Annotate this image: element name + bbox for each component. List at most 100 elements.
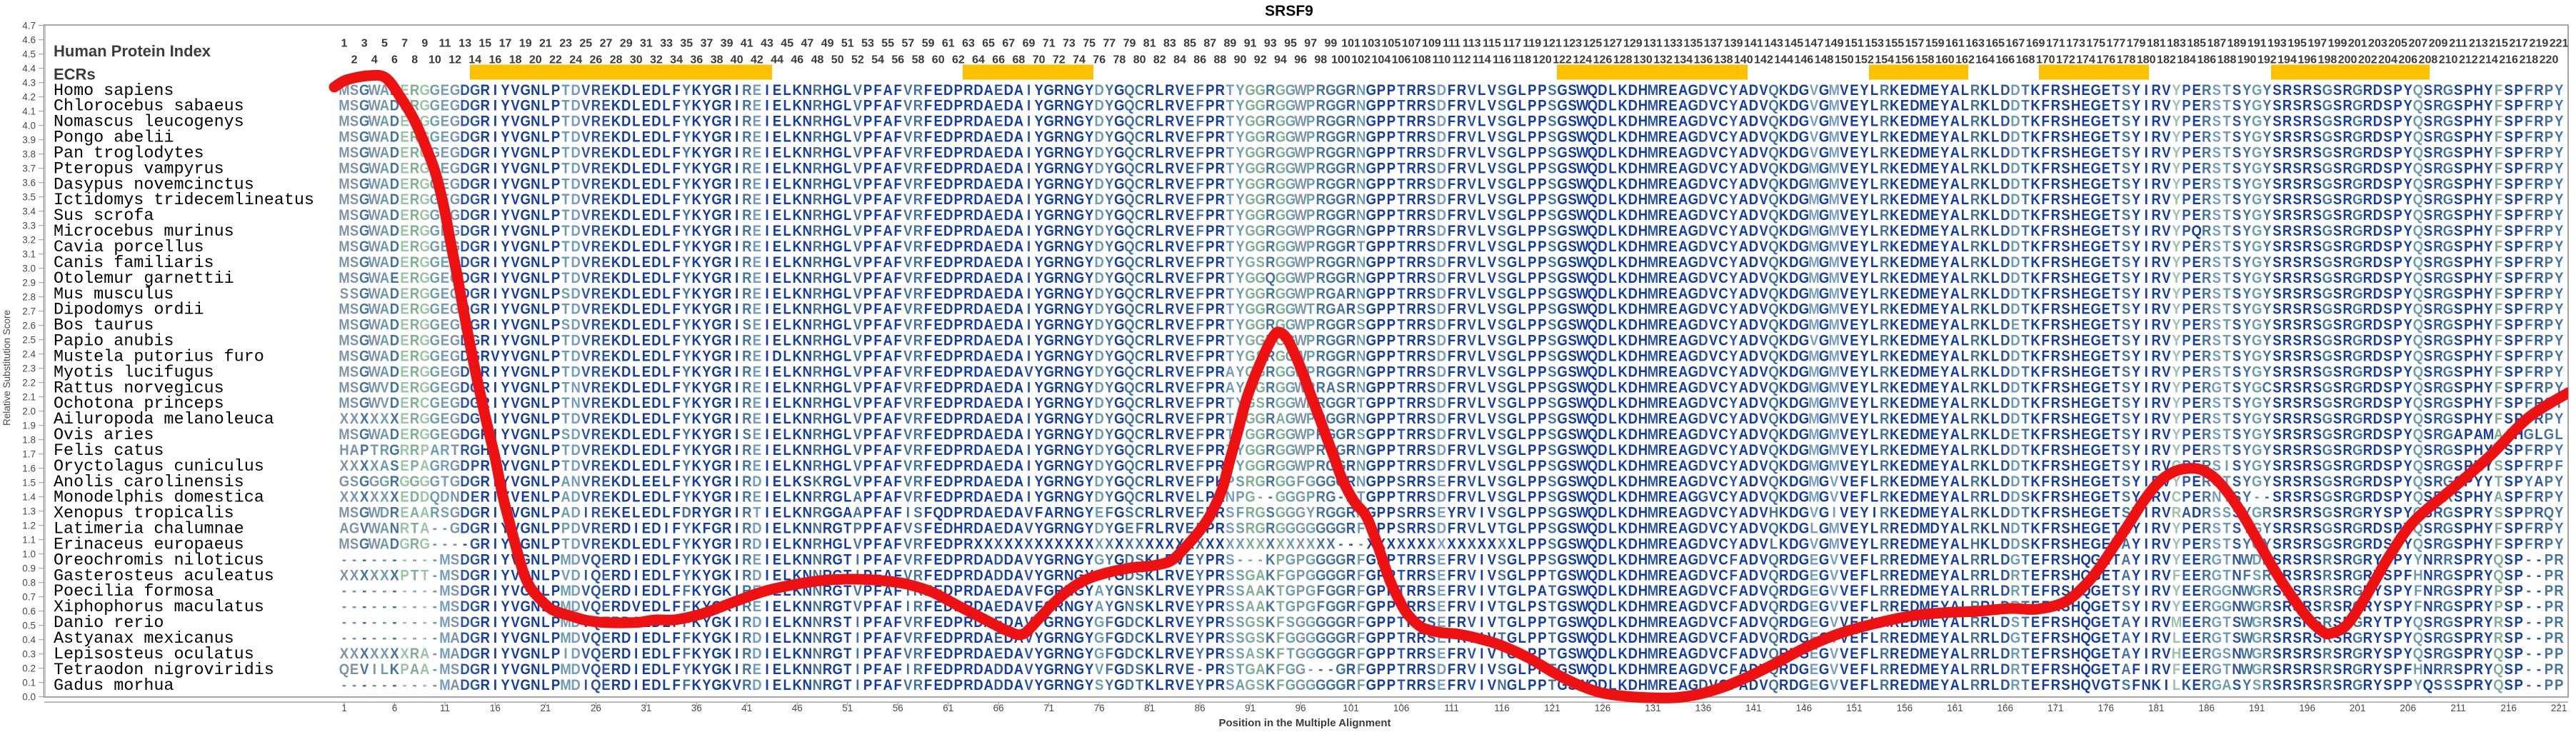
- svg-text:141: 141: [1745, 703, 1762, 713]
- svg-text:199: 199: [2328, 38, 2347, 50]
- svg-text:75: 75: [1083, 38, 1096, 50]
- svg-text:----------MSDGRIYVGNLPMDVQERDI: -- - - - - - - - - MSDGRIYVGNLPMDVQERDIEDLF FKYGKI…: [342, 583, 2564, 600]
- svg-text:4: 4: [371, 54, 378, 66]
- svg-text:36: 36: [691, 54, 703, 66]
- svg-text:180: 180: [2137, 54, 2156, 66]
- svg-text:Nomascus leucogenys: Nomascus leucogenys: [54, 114, 244, 132]
- svg-text:214: 214: [2479, 54, 2498, 66]
- svg-text:AGVWANRTA--GDGRIYVGNLPPDVRERDI: AGVWANRTA - - GDGRIYVGNLPPDVRERDIEDIF YKFGRI…: [339, 520, 2564, 537]
- svg-text:3.8: 3.8: [22, 149, 36, 160]
- svg-text:127: 127: [1603, 38, 1623, 50]
- svg-text:145: 145: [1784, 38, 1803, 50]
- svg-text:60: 60: [932, 54, 945, 66]
- svg-text:191: 191: [2247, 38, 2267, 50]
- svg-text:4.4: 4.4: [22, 64, 36, 74]
- svg-text:90: 90: [1234, 54, 1247, 66]
- svg-text:Mustela putorius furo: Mustela putorius furo: [54, 348, 264, 366]
- svg-text:111: 111: [1443, 38, 1460, 50]
- svg-text:2.1: 2.1: [22, 392, 36, 403]
- svg-text:31: 31: [640, 38, 653, 50]
- svg-text:167: 167: [2006, 38, 2025, 50]
- svg-text:178: 178: [2117, 54, 2136, 66]
- svg-text:202: 202: [2358, 54, 2377, 66]
- svg-text:157: 157: [1905, 38, 1925, 50]
- svg-text:4.6: 4.6: [22, 35, 36, 46]
- svg-text:Position in the Multiple Align: Position in the Multiple Alignment: [1218, 717, 1390, 729]
- svg-text:24: 24: [569, 54, 582, 66]
- svg-text:173: 173: [2066, 38, 2085, 50]
- svg-text:10: 10: [429, 54, 441, 66]
- svg-text:136: 136: [1694, 54, 1713, 66]
- svg-text:77: 77: [1103, 38, 1116, 50]
- svg-text:Sus scrofa: Sus scrofa: [54, 207, 154, 226]
- svg-text:160: 160: [1935, 54, 1955, 66]
- svg-text:194: 194: [2277, 54, 2297, 66]
- svg-text:190: 190: [2237, 54, 2257, 66]
- svg-text:2.5: 2.5: [22, 335, 36, 346]
- svg-text:85: 85: [1183, 38, 1196, 50]
- svg-text:Xiphophorus maculatus: Xiphophorus maculatus: [54, 598, 264, 617]
- svg-text:72: 72: [1053, 54, 1066, 66]
- svg-text:0.7: 0.7: [22, 592, 36, 603]
- svg-text:0.9: 0.9: [22, 563, 36, 574]
- svg-text:200: 200: [2338, 54, 2357, 66]
- svg-text:169: 169: [2026, 38, 2045, 50]
- svg-text:134: 134: [1673, 54, 1693, 66]
- svg-text:91: 91: [1245, 703, 1256, 713]
- svg-text:41: 41: [741, 38, 753, 50]
- svg-text:Papio anubis: Papio anubis: [54, 333, 174, 351]
- svg-text:11: 11: [439, 38, 451, 50]
- svg-text:96: 96: [1294, 54, 1307, 66]
- svg-text:216: 216: [2499, 54, 2518, 66]
- svg-text:29: 29: [620, 38, 633, 50]
- svg-text:2.4: 2.4: [22, 349, 36, 360]
- svg-text:0.1: 0.1: [22, 678, 36, 688]
- svg-text:139: 139: [1724, 38, 1743, 50]
- svg-text:101: 101: [1341, 38, 1360, 50]
- svg-text:93: 93: [1264, 38, 1277, 50]
- svg-text:66: 66: [993, 703, 1004, 713]
- svg-text:163: 163: [1965, 38, 1985, 50]
- svg-text:112: 112: [1453, 54, 1471, 66]
- svg-text:1.3: 1.3: [22, 506, 36, 517]
- svg-text:19: 19: [519, 38, 532, 50]
- svg-text:55: 55: [881, 38, 894, 50]
- svg-text:3.1: 3.1: [22, 249, 36, 260]
- svg-text:4.5: 4.5: [22, 49, 36, 60]
- svg-text:26: 26: [590, 54, 603, 66]
- svg-text:9: 9: [421, 38, 428, 50]
- svg-text:Homo sapiens: Homo sapiens: [54, 82, 174, 101]
- svg-text:16: 16: [490, 703, 501, 713]
- svg-text:123: 123: [1563, 38, 1582, 50]
- svg-text:67: 67: [1002, 38, 1015, 50]
- svg-text:121: 121: [1544, 703, 1560, 713]
- svg-text:148: 148: [1815, 54, 1834, 66]
- svg-text:61: 61: [942, 38, 955, 50]
- svg-text:2.2: 2.2: [22, 378, 36, 388]
- svg-text:108: 108: [1412, 54, 1431, 66]
- svg-text:161: 161: [1947, 703, 1963, 713]
- svg-text:101: 101: [1343, 703, 1359, 713]
- svg-text:131: 131: [1643, 38, 1663, 50]
- svg-text:152: 152: [1855, 54, 1874, 66]
- svg-text:7: 7: [401, 38, 408, 50]
- svg-text:Tetraodon nigroviridis: Tetraodon nigroviridis: [54, 661, 274, 680]
- svg-text:120: 120: [1533, 54, 1552, 66]
- svg-text:192: 192: [2257, 54, 2277, 66]
- svg-text:59: 59: [922, 38, 935, 50]
- svg-text:86: 86: [1195, 703, 1206, 713]
- svg-text:0.3: 0.3: [22, 649, 36, 660]
- svg-text:171: 171: [2046, 38, 2065, 50]
- svg-text:2: 2: [351, 54, 358, 66]
- svg-text:3.3: 3.3: [22, 221, 36, 231]
- svg-text:146: 146: [1795, 54, 1814, 66]
- svg-text:208: 208: [2419, 54, 2438, 66]
- svg-text:99: 99: [1325, 38, 1338, 50]
